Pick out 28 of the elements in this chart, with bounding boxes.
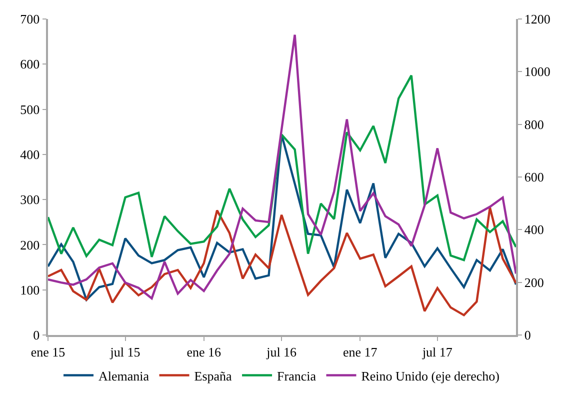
y-tick-label: 200 <box>20 237 40 252</box>
y-tick-label: 600 <box>20 56 40 72</box>
legend-label: España <box>194 368 232 384</box>
y2-tick-label: 1000 <box>524 64 550 80</box>
y-tick-label: 400 <box>20 146 40 162</box>
x-tick-label: jul 15 <box>109 344 140 360</box>
y2-tick-label: 600 <box>524 170 544 185</box>
legend-label: Francia <box>277 368 316 384</box>
x-tick-label: jul 16 <box>266 344 298 360</box>
y-tick-label: 100 <box>20 282 40 298</box>
y-tick-label: 500 <box>20 102 40 117</box>
x-tick-label: ene 16 <box>186 344 222 360</box>
y-tick-label: 0 <box>33 328 40 343</box>
y-tick-label: 700 <box>20 12 40 27</box>
legend-label: Reino Unido (eje derecho) <box>361 368 500 384</box>
y2-tick-label: 0 <box>524 328 531 343</box>
x-tick-label: ene 17 <box>342 344 378 360</box>
y2-tick-label: 400 <box>524 222 544 238</box>
x-tick-label: ene 15 <box>30 344 66 360</box>
y2-tick-label: 200 <box>524 274 544 290</box>
y2-tick-label: 800 <box>524 116 544 132</box>
x-tick-label: jul 17 <box>421 344 453 360</box>
line-series <box>48 74 516 262</box>
line-series <box>48 34 516 300</box>
legend-label: Alemania <box>98 368 150 384</box>
line-series <box>48 206 516 316</box>
y2-tick-label: 1200 <box>524 12 550 27</box>
y-tick-label: 300 <box>20 192 40 208</box>
